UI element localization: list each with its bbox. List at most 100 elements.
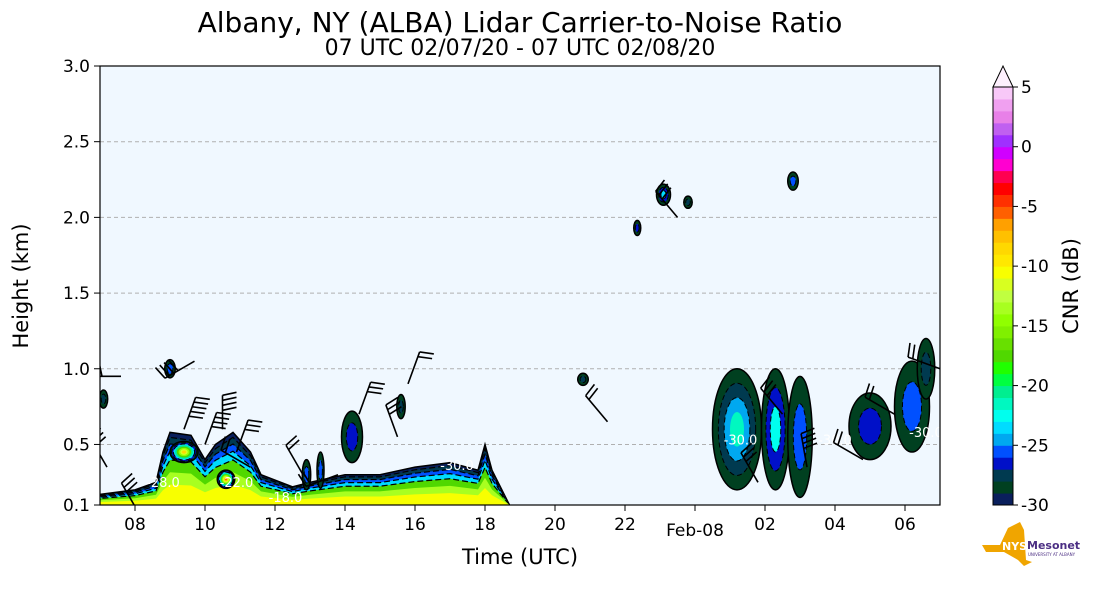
x-axis-label: Time (UTC): [461, 545, 578, 569]
colorbar-tick-label: -25: [1021, 436, 1049, 456]
wind-barb-staff: [385, 404, 399, 438]
wind-barb-flag: [211, 425, 226, 430]
wind-barb-flag: [388, 406, 402, 416]
echo-region: [685, 198, 691, 207]
wind-barb: [183, 396, 210, 430]
wind-barb-staff: [100, 453, 108, 468]
wind-barb-flag: [832, 428, 839, 443]
wind-barb-flag: [244, 428, 260, 433]
wind-barb-flag: [297, 473, 307, 487]
wind-barb: [204, 411, 231, 445]
wind-barb-flag: [837, 431, 844, 446]
echo-region: [345, 422, 359, 452]
wind-barb-flag: [220, 436, 227, 451]
wind-barb-flag: [760, 376, 771, 389]
contour-line: [100, 436, 511, 505]
wind-barb-flag: [222, 396, 237, 402]
colorbar-segment: [993, 146, 1013, 160]
colorbar-frame: [992, 86, 1014, 506]
wind-barb-flag: [911, 344, 916, 359]
colorbar-segment: [993, 110, 1013, 124]
wind-barb-flag: [367, 390, 382, 395]
y-axis-label: Height (km): [9, 223, 33, 348]
wind-barb-flag: [588, 387, 599, 401]
colorbar-segment: [993, 158, 1013, 172]
wind-barb-flag: [154, 367, 166, 379]
wind-barb-flag: [370, 381, 385, 385]
colorbar-segment: [993, 349, 1013, 363]
colorbar-tick-label: 0: [1021, 138, 1032, 158]
wind-barb-flag: [868, 385, 875, 400]
echo-region: [858, 407, 882, 445]
wind-barb-flag: [803, 442, 818, 450]
colorbar-segment: [993, 361, 1013, 375]
echo-region: [789, 175, 797, 187]
colorbar-label: CNR (dB): [1059, 238, 1083, 334]
colorbar-segment: [993, 87, 1013, 100]
chart-subtitle: 07 UTC 02/07/20 - 07 UTC 02/08/20: [324, 36, 716, 61]
wind-barb: [154, 359, 195, 379]
wind-barb-staff: [220, 449, 251, 468]
wind-barb: [832, 428, 864, 461]
colorbar-tick-label: 5: [1021, 78, 1032, 98]
colorbar-segment: [993, 337, 1013, 351]
y-tick-label: 2.0: [63, 208, 90, 228]
wind-barb-flag: [195, 396, 210, 401]
logo-mesonet-text: Mesonet: [1027, 539, 1080, 552]
colorbar-extend-arrow: [992, 64, 1014, 88]
wind-barb-flag: [222, 406, 237, 412]
colorbar-tick-label: -20: [1021, 377, 1049, 397]
wind-barb-staff: [183, 397, 197, 430]
wind-barb-flag: [125, 481, 138, 493]
wind-barb: [285, 435, 304, 476]
colorbar-segment: [993, 242, 1013, 255]
wind-barb-flag: [802, 437, 817, 445]
colorbar-segment: [993, 433, 1013, 446]
wind-barb: [221, 391, 237, 430]
wind-barb-staff: [235, 419, 249, 453]
colorbar-segment: [993, 373, 1013, 387]
colorbar-segment: [993, 397, 1013, 410]
wind-barb-staff: [585, 395, 609, 423]
y-tick-label: 0.1: [63, 496, 90, 516]
wind-barb-flag: [222, 401, 237, 407]
wind-barb: [760, 376, 784, 415]
wind-barb-flag: [167, 359, 179, 372]
colorbar-segment: [993, 469, 1013, 482]
wind-barb: [385, 396, 402, 438]
wind-barb-flag: [907, 342, 911, 358]
x-tick-label: 06: [894, 515, 916, 535]
colorbar-segment: [993, 98, 1013, 112]
wind-barb-flag: [285, 435, 298, 446]
chart-title: Albany, NY (ALBA) Lidar Carrier-to-Noise…: [197, 6, 843, 39]
colorbar-segment: [993, 301, 1013, 315]
wind-barb-flag: [658, 183, 669, 196]
y-tick-label: 1.0: [63, 360, 90, 380]
wind-barb-staff: [358, 381, 372, 415]
contour-label: -18.0: [269, 491, 303, 506]
colorbar-segment: [993, 445, 1013, 458]
wind-barb-flag: [188, 415, 204, 419]
echo-region: [634, 223, 640, 233]
wind-barb-staff: [833, 441, 864, 461]
wind-barb: [297, 472, 339, 488]
colorbar-segment: [993, 134, 1013, 148]
wind-barb-flag: [417, 355, 433, 360]
wind-barb: [585, 383, 609, 423]
wind-barb-staff: [164, 360, 195, 379]
contour-label: -30.0: [818, 433, 852, 448]
colorbar-tick-label: -5: [1021, 197, 1038, 217]
echo-region: [224, 478, 228, 481]
wind-barb: [655, 179, 679, 218]
wind-barb-flag: [123, 477, 136, 489]
echo-region: [730, 412, 744, 447]
colorbar-segment: [993, 457, 1013, 470]
x-tick-label: 12: [264, 515, 286, 535]
logo-state-shape: [982, 522, 1032, 566]
colorbar-segment: [993, 385, 1013, 399]
wind-barb-staff: [655, 190, 679, 218]
wind-barb-flag: [159, 364, 170, 377]
wind-barb-flag: [368, 386, 384, 390]
